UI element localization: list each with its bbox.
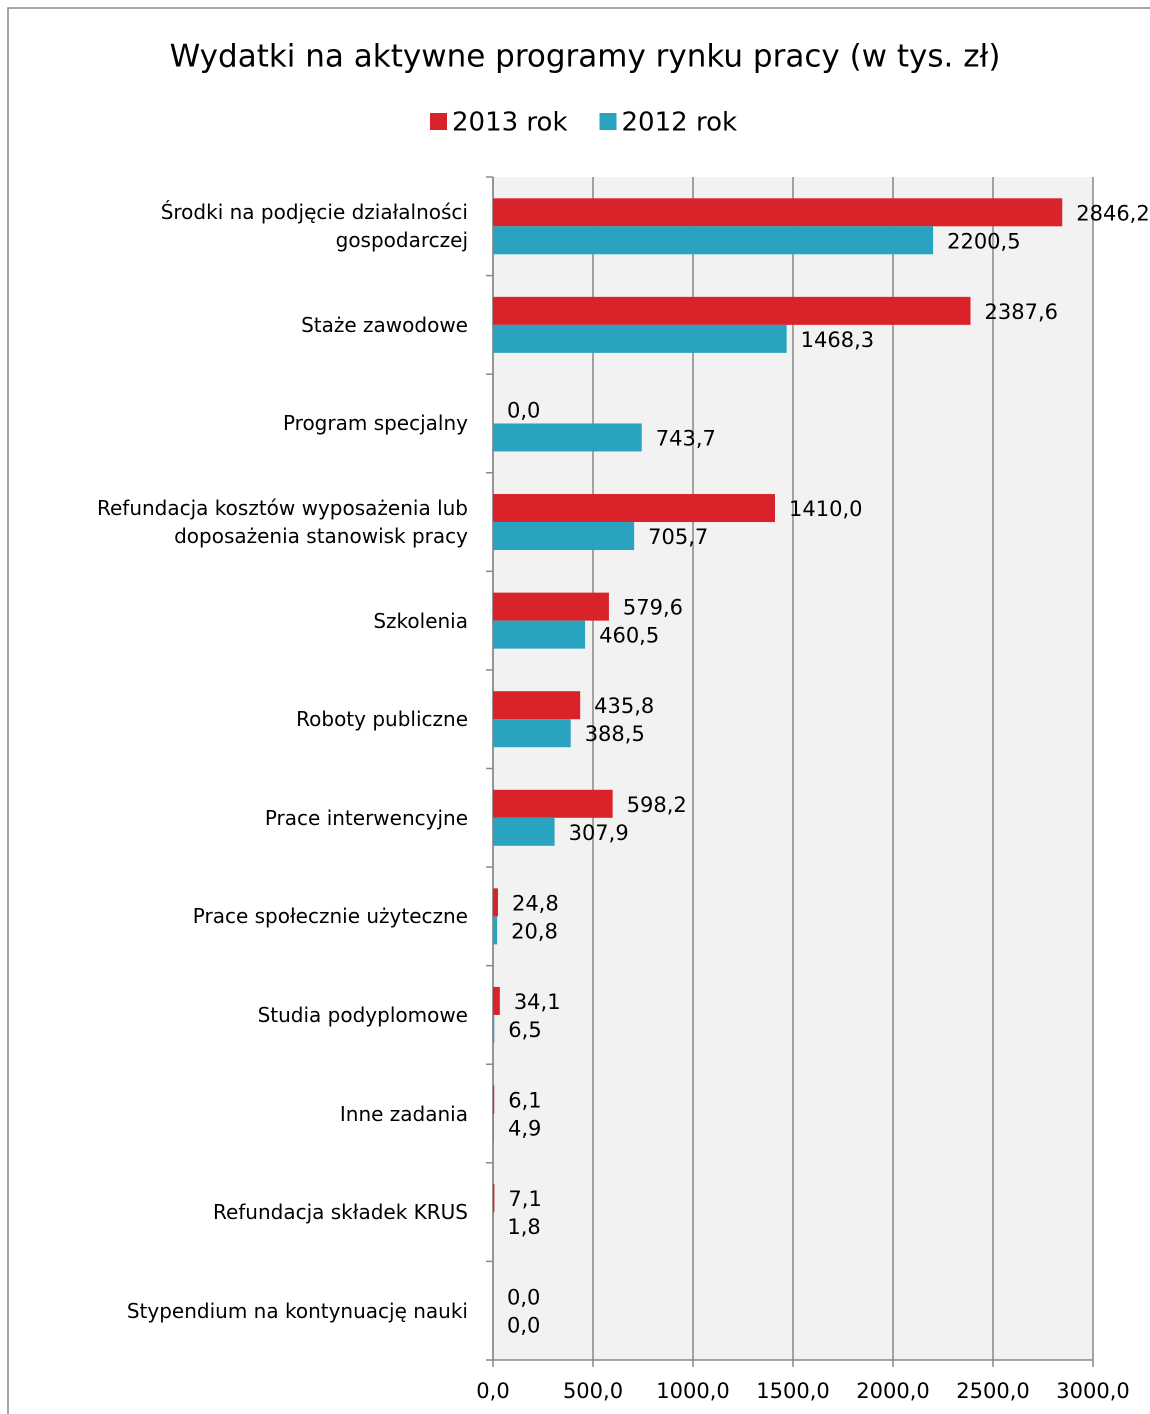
y-tick-label: Prace interwencyjne [264,805,468,830]
bar [493,198,1063,227]
y-tick-label: Studia podyplomowe [257,1002,468,1027]
x-tick-label: 2500,0 [956,1379,1029,1403]
category-box: Roboty publiczne [296,707,468,732]
value-label: 388,5 [585,722,645,746]
bar [493,1085,495,1114]
x-tick-label: 1000,0 [656,1379,729,1403]
value-label: 579,6 [623,596,683,620]
value-label: 1468,3 [801,328,874,352]
value-label: 34,1 [514,990,561,1014]
bar [493,888,498,917]
bar [493,916,498,945]
category-box: Refundacja kosztów wyposażenia lub dopos… [96,496,468,549]
value-label: 24,8 [512,891,559,915]
y-tick-label: Inne zadania [339,1101,468,1126]
bar [493,620,586,649]
value-label: 2387,6 [985,300,1058,324]
value-label: 598,2 [627,793,687,817]
x-tick-label: 3000,0 [1056,1379,1129,1403]
category-box: Prace interwencyjne [264,805,468,830]
category-box: Środki na podjęcie działalności gospodar… [160,200,468,253]
y-tick-label: Roboty publiczne [296,707,468,732]
value-label: 2200,5 [947,229,1020,253]
value-label: 743,7 [656,426,716,450]
category-box: Inne zadania [339,1101,468,1126]
legend-swatch [430,113,447,130]
chart-title: Wydatki na aktywne programy rynku pracy … [170,39,1001,75]
value-label: 1,8 [507,1215,540,1239]
y-tick-label: Program specjalny [282,411,468,436]
x-tick-label: 0,0 [476,1379,509,1403]
category-box: Studia podyplomowe [257,1002,468,1027]
category-box: Staże zawodowe [301,312,468,337]
value-label: 7,1 [508,1187,541,1211]
bar [493,494,775,523]
legend-swatch [599,113,617,130]
y-tick-label: Środki na podjęcie działalności gospodar… [160,200,468,253]
y-tick-label: Refundacja składek KRUS [212,1200,468,1225]
value-label: 0,0 [507,1286,540,1310]
value-label: 0,0 [507,1314,540,1338]
category-box: Program specjalny [282,411,468,436]
bar [493,1184,495,1213]
bar [493,423,642,452]
bar [493,719,571,748]
x-tick-label: 1500,0 [756,1379,829,1403]
value-label: 4,9 [508,1117,541,1141]
value-label: 1410,0 [789,497,862,521]
category-box: Prace społecznie użyteczne [192,904,468,929]
value-label: 6,5 [508,1018,541,1042]
legend-label: 2012 rok [622,108,738,138]
value-label: 20,8 [511,919,558,943]
value-label: 705,7 [648,525,708,549]
value-label: 307,9 [569,821,629,845]
bar [493,1113,494,1142]
x-tick-label: 2000,0 [856,1379,929,1403]
y-tick-label: Szkolenia [373,608,468,633]
bar [493,817,555,846]
value-label: 435,8 [594,694,654,718]
bar [493,592,609,621]
x-tick-label: 500,0 [563,1379,623,1403]
value-label: 0,0 [507,398,540,422]
bar [493,789,613,818]
value-label: 6,1 [508,1089,541,1113]
bar [493,324,787,353]
bar [493,522,635,551]
category-box: Refundacja składek KRUS [212,1200,468,1225]
bar [493,691,581,720]
y-tick-label: Stypendium na kontynuację nauki [126,1298,468,1323]
category-box: Szkolenia [373,608,468,633]
y-tick-label: Refundacja kosztów wyposażenia lub dopos… [96,496,468,549]
bar [493,1014,495,1043]
bar [493,986,500,1015]
value-label: 2846,2 [1076,201,1149,225]
y-tick-label: Staże zawodowe [301,312,468,337]
legend-label: 2013 rok [452,108,568,138]
bar [493,226,934,255]
y-tick-label: Prace społecznie użyteczne [192,904,468,929]
bar [493,296,971,325]
value-label: 460,5 [599,624,659,648]
category-box: Stypendium na kontynuację nauki [126,1298,468,1323]
